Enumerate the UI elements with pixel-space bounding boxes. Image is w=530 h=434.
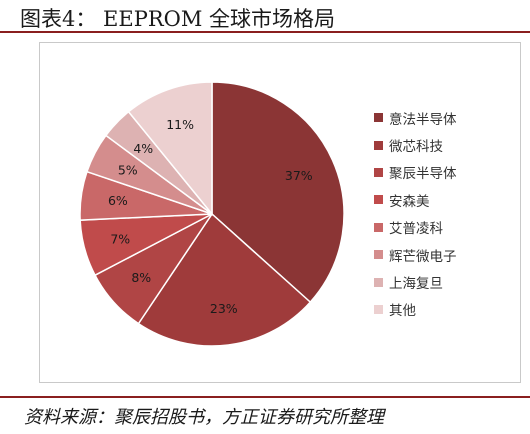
legend-swatch xyxy=(374,167,383,177)
legend-item-4: 安森美 xyxy=(374,186,457,213)
legend-label: 意法半导体 xyxy=(389,111,457,128)
legend-swatch xyxy=(374,304,383,314)
legend-label: 微芯科技 xyxy=(389,139,443,156)
figure-title: 图表4： EEPROM 全球市场格局 xyxy=(20,7,336,31)
pie-slice-label-2: 23% xyxy=(210,301,238,316)
legend-label: 上海复旦 xyxy=(389,276,443,293)
chart-legend: 意法半导体微芯科技聚辰半导体安森美艾普凌科辉芒微电子上海复旦其他 xyxy=(374,104,457,323)
pie-slice-label-1: 37% xyxy=(285,168,313,183)
legend-label: 辉芒微电子 xyxy=(389,248,457,265)
legend-item-7: 上海复旦 xyxy=(374,268,457,295)
legend-item-8: 其他 xyxy=(374,296,457,323)
legend-label: 艾普凌科 xyxy=(389,221,443,238)
legend-item-6: 辉芒微电子 xyxy=(374,241,457,268)
pie-slice-label-4: 7% xyxy=(110,231,130,246)
pie-slice-label-6: 5% xyxy=(118,162,138,177)
pie-slice-label-3: 8% xyxy=(131,270,151,285)
legend-item-3: 聚辰半导体 xyxy=(374,159,457,186)
legend-label: 聚辰半导体 xyxy=(389,166,457,183)
pie-slice-label-5: 6% xyxy=(108,193,128,208)
legend-item-1: 意法半导体 xyxy=(374,104,457,131)
pie-slice-1 xyxy=(211,81,345,304)
source-rule xyxy=(0,396,530,398)
legend-swatch xyxy=(374,195,383,205)
legend-swatch xyxy=(374,222,383,232)
title-rule xyxy=(0,31,530,33)
legend-swatch xyxy=(374,113,383,123)
pie-slice-8 xyxy=(127,81,213,217)
legend-swatch xyxy=(374,140,383,150)
legend-item-5: 艾普凌科 xyxy=(374,214,457,241)
pie-slice-2 xyxy=(137,212,312,347)
source-note: 资料来源：聚辰招股书，方正证券研究所整理 xyxy=(24,407,384,428)
legend-swatch xyxy=(374,250,383,260)
legend-item-2: 微芯科技 xyxy=(374,131,457,158)
legend-label: 安森美 xyxy=(389,193,430,210)
pie-slice-label-7: 4% xyxy=(133,141,153,156)
legend-swatch xyxy=(374,277,383,287)
legend-label: 其他 xyxy=(389,303,416,320)
pie-slice-label-8: 11% xyxy=(166,117,194,132)
